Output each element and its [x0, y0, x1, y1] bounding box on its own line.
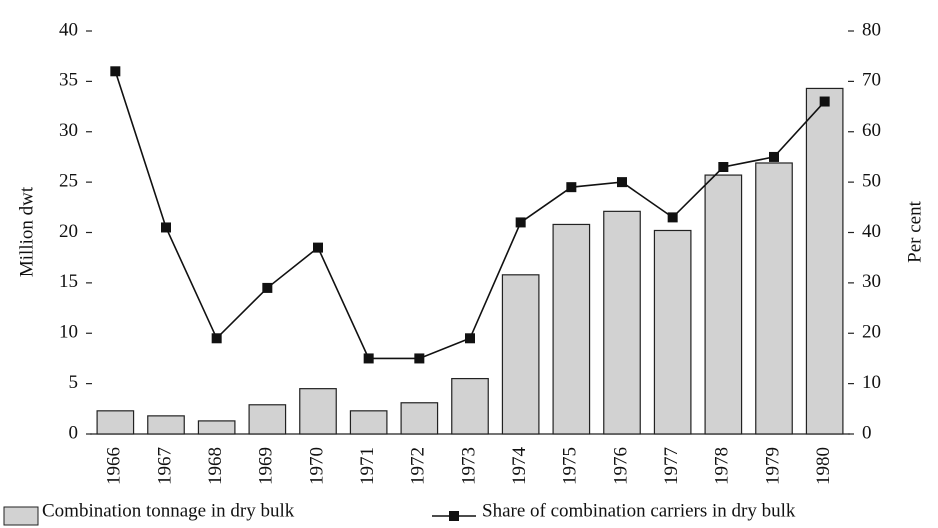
y2-tick-label: 30 [862, 271, 881, 292]
marker [161, 222, 171, 233]
marker [313, 242, 323, 253]
x-tick-label: 1978 [712, 447, 733, 485]
bar [552, 223, 591, 435]
y-tick-label: 20 [59, 221, 78, 242]
bar [96, 410, 135, 435]
bar [197, 420, 236, 435]
marker [769, 151, 779, 162]
y2-tick-label: 0 [862, 422, 872, 443]
bar [704, 174, 743, 435]
y-tick-label: 15 [59, 271, 78, 292]
y-tick-label: 40 [59, 19, 78, 40]
y-tick-label: 10 [59, 322, 78, 343]
bar [501, 274, 540, 435]
bar [451, 377, 489, 435]
marker [363, 353, 374, 364]
bar [755, 162, 793, 435]
legend-marker [449, 511, 459, 521]
x-tick-label: 1977 [661, 447, 682, 485]
marker [617, 177, 627, 188]
x-tick-label: 1966 [104, 447, 125, 485]
marker [414, 353, 425, 364]
y2-tick-label: 10 [862, 372, 881, 393]
y2-tick-label: 40 [862, 221, 881, 242]
marker [566, 182, 577, 193]
legend-swatch [3, 506, 39, 526]
y-axis-label: Million dwt [16, 186, 37, 277]
x-tick-label: 1980 [813, 447, 834, 485]
marker [667, 212, 678, 223]
x-tick-label: 1974 [509, 447, 530, 486]
x-tick-label: 1968 [205, 447, 226, 485]
y-tick-label: 25 [59, 170, 78, 191]
legend-label: Share of combination carriers in dry bul… [482, 500, 796, 521]
y2-tick-label: 20 [862, 322, 881, 343]
x-tick-label: 1969 [256, 447, 277, 485]
y-tick-label: 0 [69, 422, 79, 443]
y-tick-label: 5 [69, 372, 79, 393]
x-tick-label: 1972 [408, 447, 429, 485]
bar [248, 404, 287, 435]
marker [465, 333, 475, 344]
y2-tick-label: 70 [862, 70, 881, 91]
x-tick-label: 1970 [306, 447, 327, 485]
marker [110, 66, 121, 77]
legend-label: Combination tonnage in dry bulk [42, 500, 295, 521]
x-tick-label: 1967 [154, 447, 175, 485]
marker [211, 333, 222, 344]
bar [147, 415, 185, 435]
marker [819, 96, 830, 107]
marker [718, 162, 729, 173]
y-tick-label: 35 [59, 70, 78, 91]
y2-tick-label: 80 [862, 19, 881, 40]
x-tick-label: 1979 [762, 447, 783, 485]
bar [299, 388, 337, 435]
y2-axis-label: Per cent [904, 200, 925, 262]
bar [400, 402, 439, 435]
x-tick-label: 1976 [610, 447, 631, 485]
bar [349, 410, 388, 435]
y-tick-label: 30 [59, 120, 78, 141]
y2-tick-label: 50 [862, 170, 881, 191]
bar [603, 210, 641, 435]
x-tick-label: 1971 [357, 447, 378, 485]
x-tick-label: 1975 [560, 447, 581, 485]
bar [805, 87, 844, 435]
bar [653, 229, 692, 435]
marker [515, 217, 526, 228]
x-tick-label: 1973 [458, 447, 479, 485]
y2-tick-label: 60 [862, 120, 881, 141]
marker [262, 282, 273, 293]
